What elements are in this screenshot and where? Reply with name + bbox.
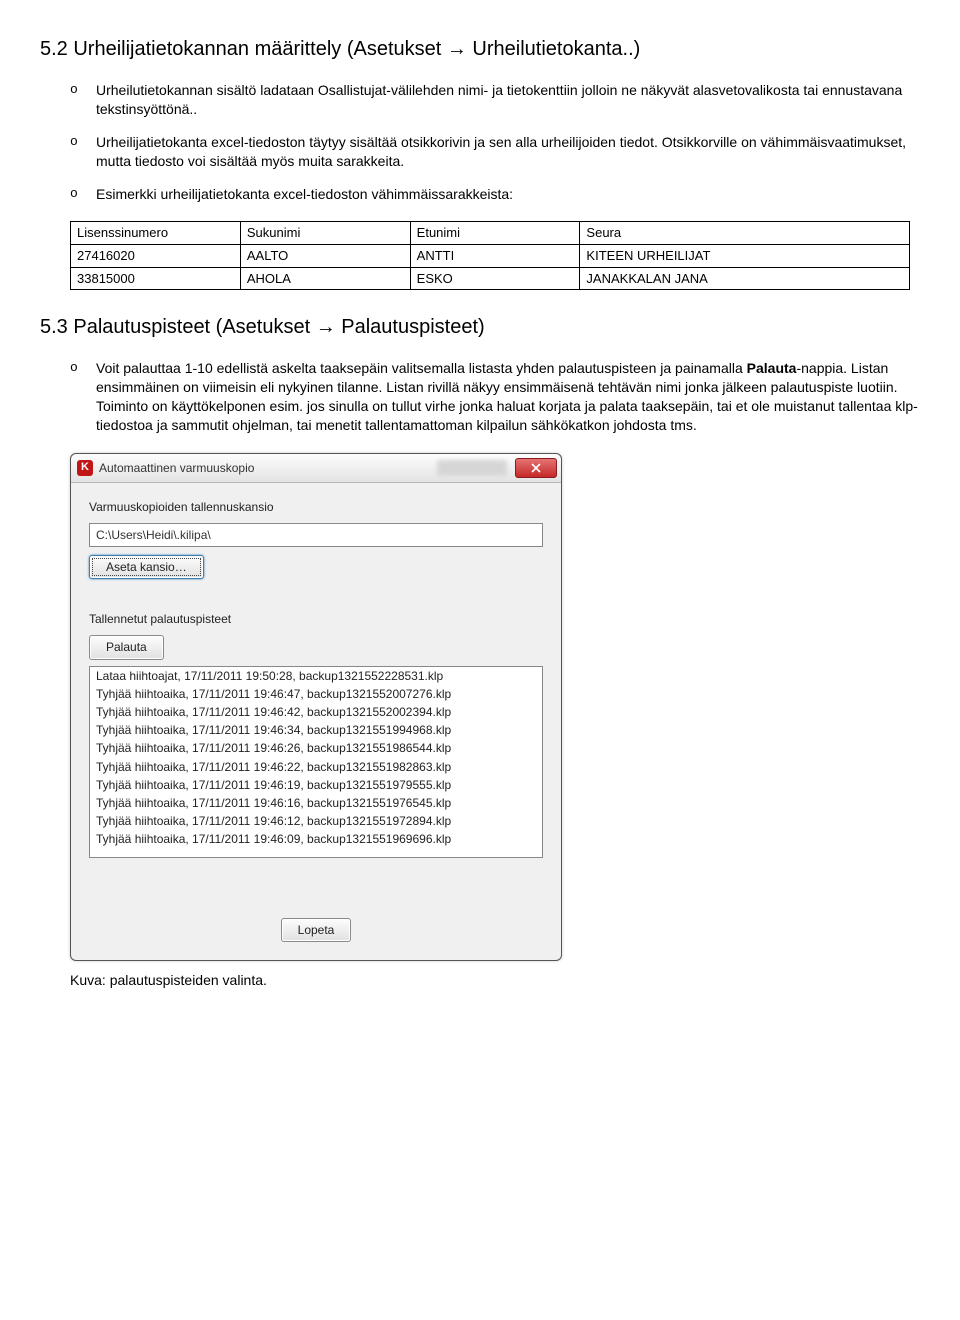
window-close-button[interactable] <box>515 458 557 478</box>
backup-dialog: K Automaattinen varmuuskopio Varmuuskopi… <box>70 453 562 961</box>
bullet-item: Esimerkki urheilijatietokanta excel-tied… <box>40 185 920 204</box>
section-5-2-list: Urheilutietokannan sisältö ladataan Osal… <box>40 81 920 203</box>
close-icon <box>531 463 541 473</box>
table-cell: ANTTI <box>410 245 580 268</box>
bullet-item: Urheilijatietokanta excel-tiedoston täyt… <box>40 133 920 171</box>
section-5-2-heading: 5.2 Urheilijatietokannan määrittely (Ase… <box>40 36 920 63</box>
list-item[interactable]: Tyhjää hiihtoaika, 17/11/2011 19:46:34, … <box>90 721 542 739</box>
folder-path-field[interactable]: C:\Users\Heidi\.kilipa\ <box>89 523 543 547</box>
list-item[interactable]: Tyhjää hiihtoaika, 17/11/2011 19:46:22, … <box>90 758 542 776</box>
table-cell: 27416020 <box>71 245 241 268</box>
table-cell: 33815000 <box>71 267 241 290</box>
bullet-item: Urheilutietokannan sisältö ladataan Osal… <box>40 81 920 119</box>
table-cell: ESKO <box>410 267 580 290</box>
section-5-3-list: Voit palauttaa 1-10 edellistä askelta ta… <box>40 359 920 435</box>
dialog-title: Automaattinen varmuuskopio <box>99 460 437 476</box>
list-item[interactable]: Tyhjää hiihtoaika, 17/11/2011 19:46:19, … <box>90 776 542 794</box>
list-item[interactable]: Lataa hiihtoajat, 17/11/2011 19:50:28, b… <box>90 667 542 685</box>
table-cell: KITEEN URHEILIJAT <box>580 245 910 268</box>
table-header: Seura <box>580 222 910 245</box>
list-item[interactable]: Tyhjää hiihtoaika, 17/11/2011 19:46:09, … <box>90 830 542 848</box>
table-cell: AHOLA <box>240 267 410 290</box>
set-folder-button[interactable]: Aseta kansio… <box>89 555 204 579</box>
paragraph-text: Voit palauttaa 1-10 edellistä askelta ta… <box>96 360 918 433</box>
list-item[interactable]: Tyhjää hiihtoaika, 17/11/2011 19:46:42, … <box>90 703 542 721</box>
restore-button[interactable]: Palauta <box>89 635 164 659</box>
restore-points-list[interactable]: Lataa hiihtoajat, 17/11/2011 19:50:28, b… <box>89 666 543 858</box>
list-item[interactable]: Tyhjää hiihtoaika, 17/11/2011 19:46:47, … <box>90 685 542 703</box>
excel-sample-table: Lisenssinumero Sukunimi Etunimi Seura 27… <box>70 221 910 290</box>
list-item[interactable]: Tyhjää hiihtoaika, 17/11/2011 19:46:26, … <box>90 739 542 757</box>
table-header: Etunimi <box>410 222 580 245</box>
figure-caption: Kuva: palautuspisteiden valinta. <box>70 971 920 990</box>
dialog-titlebar: K Automaattinen varmuuskopio <box>71 454 561 483</box>
saved-points-label: Tallennetut palautuspisteet <box>89 611 543 627</box>
titlebar-blur <box>437 460 507 476</box>
section-5-3-heading: 5.3 Palautuspisteet (Asetukset → Palautu… <box>40 314 920 341</box>
folder-group-label: Varmuuskopioiden tallennuskansio <box>89 499 543 515</box>
list-item[interactable]: Tyhjää hiihtoaika, 17/11/2011 19:46:12, … <box>90 812 542 830</box>
table-header: Sukunimi <box>240 222 410 245</box>
list-item[interactable]: Tyhjää hiihtoaika, 17/11/2011 19:46:16, … <box>90 794 542 812</box>
app-icon: K <box>77 460 93 476</box>
table-cell: JANAKKALAN JANA <box>580 267 910 290</box>
bullet-item: Voit palauttaa 1-10 edellistä askelta ta… <box>40 359 920 435</box>
close-dialog-button[interactable]: Lopeta <box>281 918 352 942</box>
table-cell: AALTO <box>240 245 410 268</box>
table-header: Lisenssinumero <box>71 222 241 245</box>
